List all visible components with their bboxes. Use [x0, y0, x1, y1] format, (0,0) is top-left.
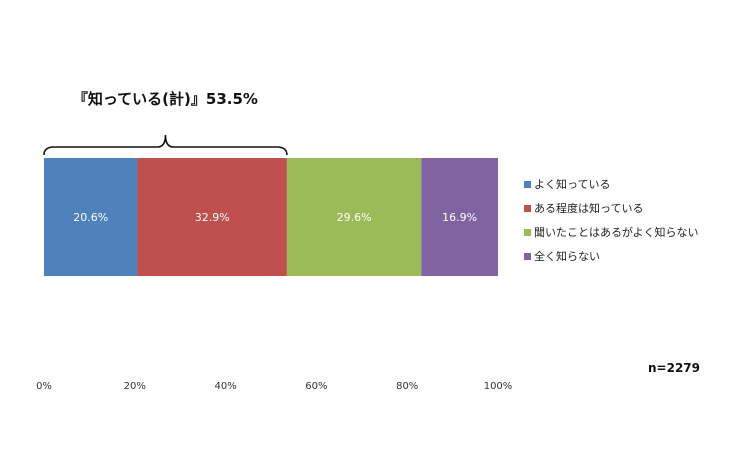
x-tick-label: 20% — [124, 381, 146, 392]
bar-segment-4 — [421, 158, 498, 276]
x-tick-label: 60% — [305, 381, 327, 392]
annotation-brace — [43, 134, 288, 156]
legend-label-1: よく知っている — [534, 177, 610, 191]
x-tick-label: 80% — [396, 381, 418, 392]
bar-segment-3 — [286, 158, 422, 276]
segment-label-3: 29.6% — [337, 211, 372, 224]
segment-label-2: 32.9% — [195, 211, 230, 224]
segment-labels: 20.6% 32.9% 29.6% 16.9% — [73, 211, 477, 224]
x-axis-ticks: 0% 20% 40% 60% 80% 100% — [36, 381, 512, 392]
legend-label-2: ある程度は知っている — [534, 201, 643, 215]
legend-label-4: 全く知らない — [534, 249, 600, 263]
legend-swatch-3 — [524, 229, 531, 236]
bar-segment-1 — [44, 158, 138, 276]
bar-segment-2 — [137, 158, 287, 276]
annotation-text: 『知っている(計)』53.5% — [73, 90, 258, 108]
x-tick-label: 0% — [36, 381, 52, 392]
segment-label-1: 20.6% — [73, 211, 108, 224]
annotation-brace-group: 『知っている(計)』53.5% — [43, 90, 288, 156]
legend-swatch-2 — [524, 205, 531, 212]
bar-segments — [44, 158, 498, 276]
segment-label-4: 16.9% — [442, 211, 477, 224]
legend-swatch-4 — [524, 253, 531, 260]
legend-label-3: 聞いたことはあるがよく知らない — [534, 225, 698, 239]
x-tick-label: 40% — [214, 381, 236, 392]
sample-size-label: n=2279 — [648, 361, 700, 375]
legend-swatch-1 — [524, 181, 531, 188]
x-tick-label: 100% — [484, 381, 513, 392]
